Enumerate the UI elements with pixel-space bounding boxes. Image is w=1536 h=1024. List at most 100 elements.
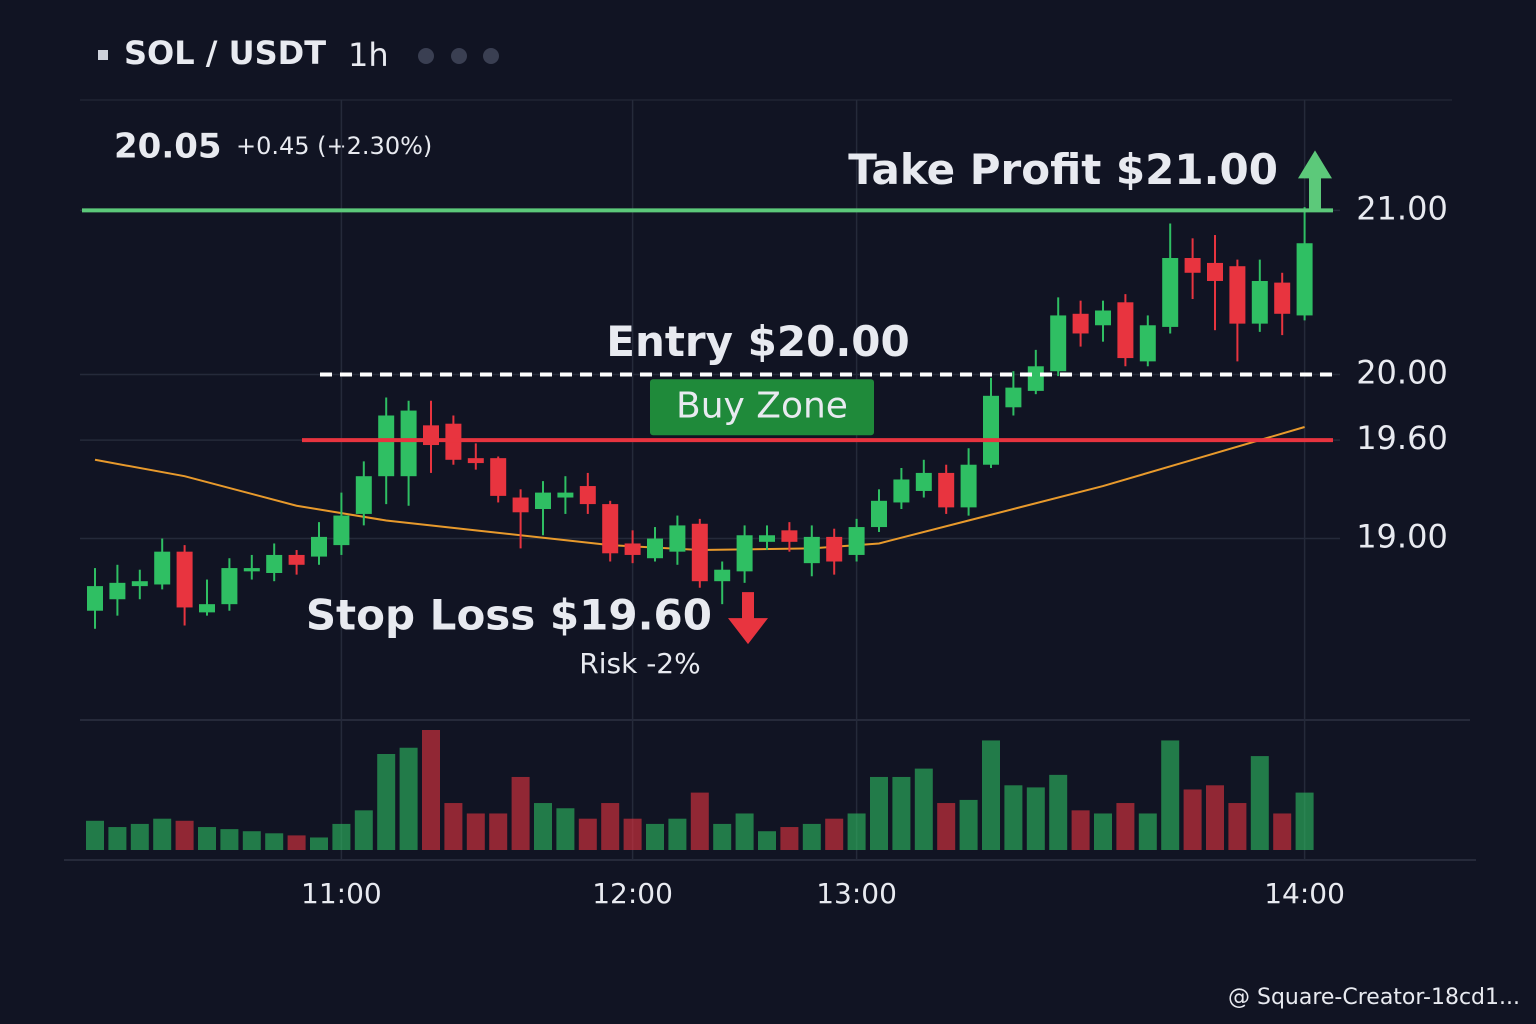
interval: 1h <box>348 36 389 74</box>
volume-bar <box>825 818 844 850</box>
candle-body <box>647 538 663 559</box>
volume-bar <box>444 803 463 850</box>
volume-bar <box>914 768 933 850</box>
volume-bar <box>511 776 530 850</box>
volume-bar <box>1026 787 1045 850</box>
volume-bar <box>959 799 978 850</box>
candle-body <box>176 551 193 608</box>
volume-bar <box>690 792 709 850</box>
candle-body <box>199 604 215 613</box>
volume-bar <box>623 818 642 850</box>
candle-body <box>803 536 820 564</box>
pair-icon <box>98 50 108 60</box>
volume-bar <box>1161 740 1180 850</box>
candle-body <box>154 551 171 585</box>
volume-bar <box>287 835 306 850</box>
candle-body <box>1117 302 1134 359</box>
volume-bar <box>534 803 552 850</box>
candle-body <box>378 415 395 477</box>
volume-bar <box>1049 774 1068 850</box>
volume-bar <box>220 829 239 850</box>
candle-body <box>355 476 372 514</box>
volume-bar <box>758 831 776 850</box>
volume-bar <box>86 820 104 850</box>
volume-bar <box>780 827 799 850</box>
candle-body <box>1274 282 1291 314</box>
candle-body <box>759 535 775 542</box>
dot <box>418 48 434 64</box>
volume-bar <box>265 833 284 850</box>
y-tick-label: 21.00 <box>1356 189 1448 227</box>
candle-body <box>109 582 126 600</box>
candle-body <box>1296 243 1313 316</box>
candle-body <box>400 410 417 477</box>
volume-bar <box>735 813 754 850</box>
x-tick-label: 12:00 <box>592 877 673 910</box>
volume-bar <box>1116 803 1135 850</box>
risk-label: Risk -2% <box>579 647 700 680</box>
volume-bar <box>556 808 575 850</box>
candle-body <box>1251 280 1268 324</box>
candle-body <box>1095 310 1111 326</box>
volume-bar <box>198 827 216 850</box>
volume-bar <box>1004 785 1023 850</box>
candle-body <box>960 464 977 508</box>
price: 20.05 <box>114 127 222 167</box>
volume-bar <box>713 823 732 850</box>
x-tick-label: 11:00 <box>301 877 382 910</box>
candle-body <box>915 472 932 491</box>
level-label: Entry $20.00 <box>606 317 909 366</box>
volume-bar <box>242 831 261 850</box>
volume-bar <box>332 823 351 850</box>
candle-body <box>490 458 507 496</box>
volume-bar <box>1250 756 1269 850</box>
volume-bar <box>1094 813 1112 850</box>
volume-bar <box>466 813 485 850</box>
candle-body <box>1207 262 1223 281</box>
volume-bar <box>1295 792 1314 850</box>
candle-body <box>512 497 529 513</box>
price-change: +0.45 (+2.30%) <box>236 132 432 160</box>
volume-bar <box>1138 813 1157 850</box>
candle-body <box>1050 315 1067 372</box>
volume-bar <box>982 740 1000 850</box>
candle-body <box>602 504 619 554</box>
level-arrow <box>728 592 768 645</box>
dot <box>483 48 499 64</box>
watermark: @ Square-Creator-18cd1... <box>1228 985 1520 1010</box>
candle-body <box>333 515 350 546</box>
buy-zone-box <box>650 379 874 436</box>
volume-bar <box>1228 803 1247 850</box>
candle-body <box>288 554 305 565</box>
volume-bar <box>870 776 888 850</box>
volume-bar <box>310 837 328 850</box>
candle-body <box>1005 387 1022 408</box>
volume-bar <box>668 818 687 850</box>
candle-body <box>311 536 327 557</box>
candle-body <box>557 492 574 498</box>
level-label: Stop Loss $19.60 <box>306 591 712 640</box>
volume-bar <box>646 823 664 850</box>
pair-title: SOL / USDT <box>124 34 326 72</box>
volume-bar <box>802 823 821 850</box>
candle-body <box>535 492 551 510</box>
volume-bar <box>422 730 440 850</box>
x-tick-label: 13:00 <box>816 877 897 910</box>
candle-body <box>467 458 484 464</box>
y-tick-label: 19.60 <box>1356 419 1448 457</box>
candle-body <box>781 530 798 542</box>
volume-bar <box>578 818 597 850</box>
candle-body <box>669 525 686 552</box>
candle-body <box>1229 266 1246 324</box>
volume-bar <box>892 776 911 850</box>
candle-body <box>848 527 865 555</box>
volume-bar <box>1183 789 1202 850</box>
volume-bar <box>601 803 620 850</box>
level-label: Take Profit $21.00 <box>848 145 1278 194</box>
candle-body <box>691 523 708 582</box>
y-tick-label: 20.00 <box>1356 353 1448 391</box>
volume-bar <box>847 813 866 850</box>
y-tick-label: 19.00 <box>1356 518 1448 556</box>
